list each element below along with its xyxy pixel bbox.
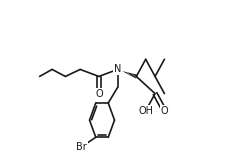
Text: O: O (95, 89, 103, 99)
Text: O: O (161, 106, 168, 116)
Text: OH: OH (138, 106, 153, 116)
Text: Br: Br (76, 142, 87, 152)
Text: N: N (114, 64, 121, 74)
